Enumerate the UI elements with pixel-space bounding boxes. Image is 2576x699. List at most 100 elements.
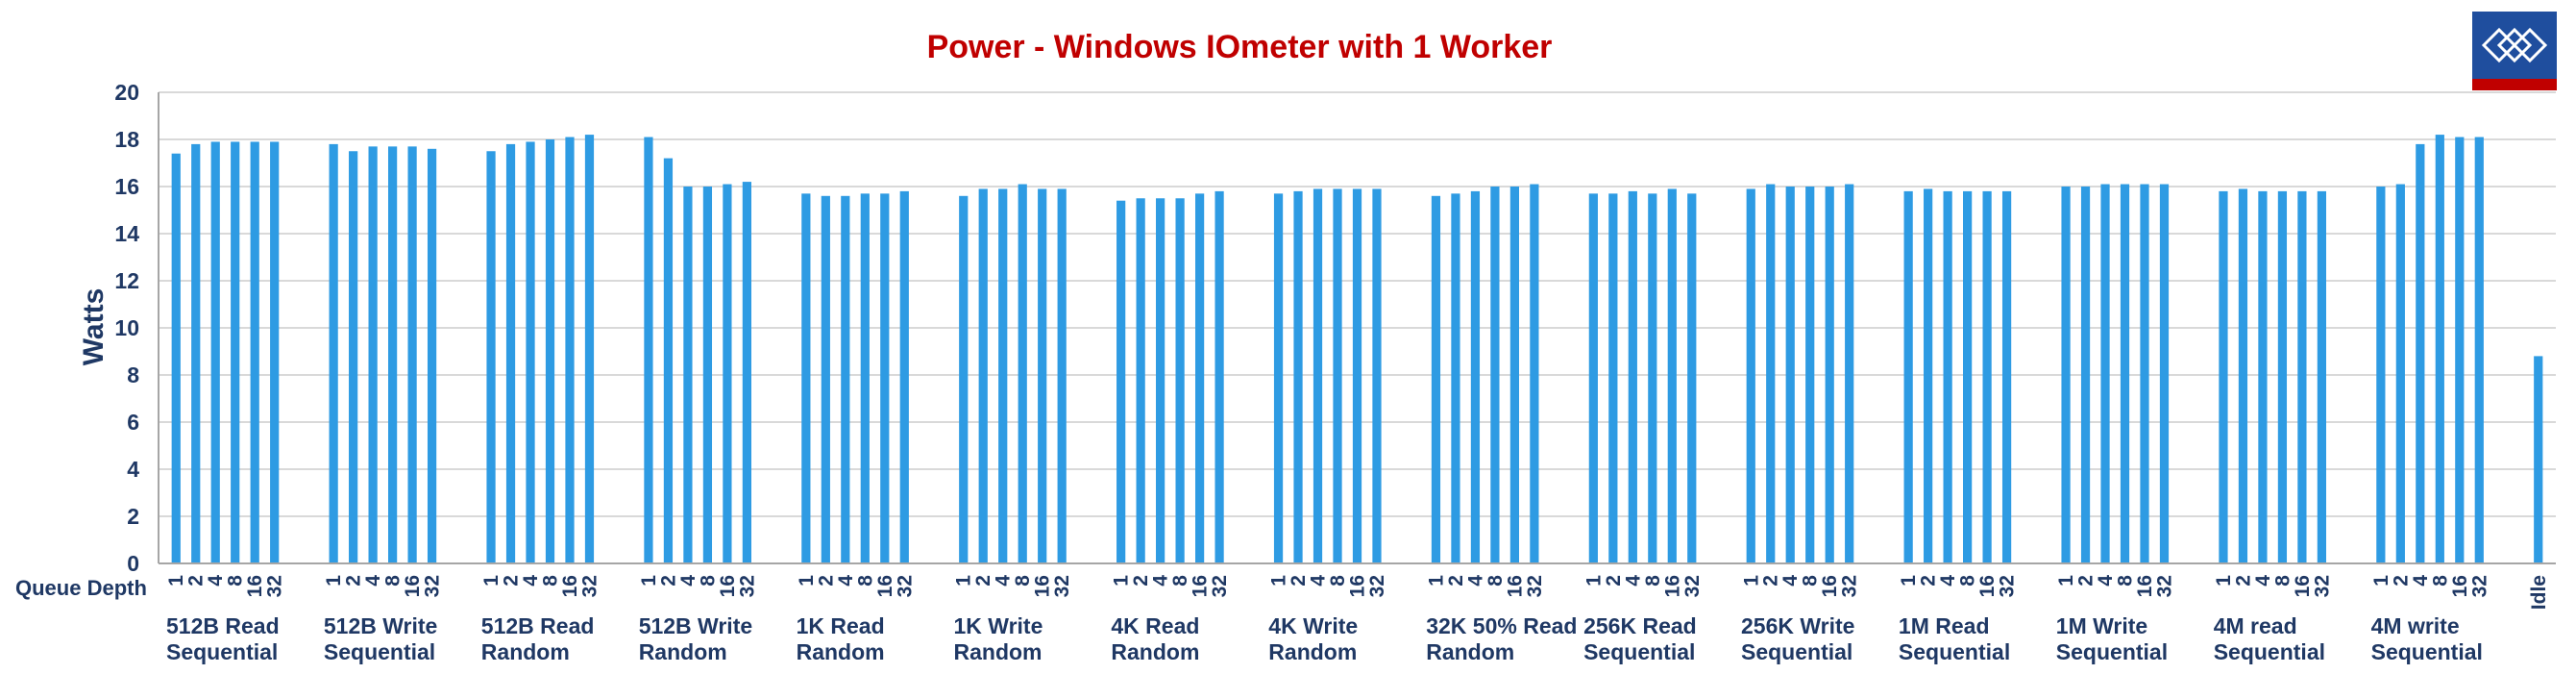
queue-depth-tick: 8 [225, 575, 247, 587]
queue-depth-tick: 2 [972, 575, 994, 587]
group-label: 256K Read [1583, 613, 1697, 638]
bar [486, 151, 496, 563]
bar [2080, 187, 2091, 563]
bar [191, 143, 201, 563]
bar [1018, 184, 1027, 564]
queue-depth-tick: 4 [2252, 575, 2274, 587]
bar [801, 193, 811, 563]
bar [1194, 193, 1205, 563]
bar [1805, 187, 1815, 563]
bar [270, 141, 280, 563]
queue-depth-tick: 1 [1582, 575, 1605, 587]
queue-depth-tick: 4 [1937, 575, 1959, 587]
bar [505, 143, 516, 563]
queue-depth-tick: 4 [1779, 575, 1802, 587]
group-label: Random [481, 639, 570, 664]
bar [2159, 184, 2170, 564]
queue-depth-tick: 1 [638, 575, 660, 587]
group-label: Sequential [1583, 639, 1695, 664]
bar [978, 188, 988, 563]
queue-depth-tick: 4 [2410, 575, 2432, 587]
y-tick-label: 16 [114, 174, 139, 199]
y-axis-ticks: 0 2 4 6 8 10 12 14 16 18 20 [114, 80, 139, 576]
y-tick-label: 12 [114, 268, 139, 293]
bar [899, 190, 909, 563]
group-label: Random [639, 639, 727, 664]
queue-depth-tick: 1 [953, 575, 975, 587]
bar [998, 188, 1008, 563]
group-label: 1M Write [2056, 613, 2147, 638]
queue-depth-tick: 8 [1169, 575, 1191, 587]
bar [1963, 190, 1973, 563]
bar [1845, 184, 1854, 564]
bar [329, 143, 338, 563]
bar [368, 146, 378, 563]
bar [1372, 188, 1382, 563]
group-label: 32K 50% Read [1426, 613, 1577, 638]
queue-depth-tick: 1 [2055, 575, 2077, 587]
bar [1273, 193, 1284, 563]
group-label: Random [1111, 639, 1199, 664]
bar [1333, 188, 1342, 563]
group-label: 4K Read [1111, 613, 1199, 638]
bar [742, 182, 751, 563]
queue-depth-tick: 32 [2468, 575, 2490, 597]
queue-depth-tick: 1 [796, 575, 818, 587]
queue-depth-tick: 8 [1642, 575, 1664, 587]
queue-depth-tick: 2 [185, 575, 208, 587]
bar [2395, 184, 2405, 564]
queue-depth-tick: 32 [1209, 575, 1231, 597]
bar [1530, 184, 1539, 564]
bar [387, 146, 398, 563]
queue-depth-tick: 4 [2095, 575, 2117, 587]
bar [1903, 190, 1913, 563]
queue-depth-tick: 32 [1051, 575, 1073, 597]
queue-depth-tick: 8 [2271, 575, 2294, 587]
bar [702, 187, 713, 563]
group-label: Sequential [2056, 639, 2168, 664]
queue-depth-tick: 2 [2390, 575, 2412, 587]
bar [2376, 187, 2386, 563]
group-label: 1M Read [1899, 613, 1990, 638]
bar [841, 195, 850, 564]
bar [2219, 190, 2228, 563]
bar [1982, 190, 1992, 563]
group-label: Sequential [1899, 639, 2010, 664]
y-tick-label: 4 [127, 457, 139, 482]
queue-depth-tick: 16 [244, 575, 266, 597]
queue-depth-tick: 16 [874, 575, 896, 597]
queue-depth-tick: 2 [1445, 575, 1467, 587]
queue-depth-tick: 2 [657, 575, 679, 587]
queue-depth-tick: 1 [1898, 575, 1920, 587]
bar [1293, 190, 1303, 563]
queue-depth-tick: 2 [815, 575, 837, 587]
bar [2416, 143, 2425, 563]
group-label: 256K Write [1741, 613, 1854, 638]
queue-depth-tick: 2 [343, 575, 365, 587]
queue-depth-tick: 1 [1268, 575, 1290, 587]
queue-depth-tick: 1 [480, 575, 503, 587]
queue-depth-tick: 2 [2232, 575, 2254, 587]
queue-depth-tick: 32 [264, 575, 286, 597]
queue-depth-tick: 16 [559, 575, 581, 597]
bar [1628, 190, 1637, 563]
queue-depth-tick: 16 [717, 575, 739, 597]
bar [880, 193, 890, 563]
bar [2435, 135, 2444, 563]
bar [2140, 184, 2149, 564]
queue-depth-tick: 2 [2075, 575, 2098, 587]
queue-depth-tick: 8 [540, 575, 562, 587]
bar [427, 148, 437, 564]
queue-depth-tick: 16 [1976, 575, 1999, 597]
queue-depth-tick: 8 [854, 575, 876, 587]
group-label: Random [954, 639, 1043, 664]
queue-depth-tick: 32 [736, 575, 758, 597]
queue-depth-tick: 4 [1464, 575, 1486, 587]
queue-depth-tick: 32 [422, 575, 444, 597]
queue-depth-label: Queue Depth [15, 576, 147, 600]
queue-depth-tick: 8 [2115, 575, 2137, 587]
bar [2100, 184, 2110, 564]
queue-depth-tick: 1 [1425, 575, 1447, 587]
bar [1608, 193, 1618, 563]
